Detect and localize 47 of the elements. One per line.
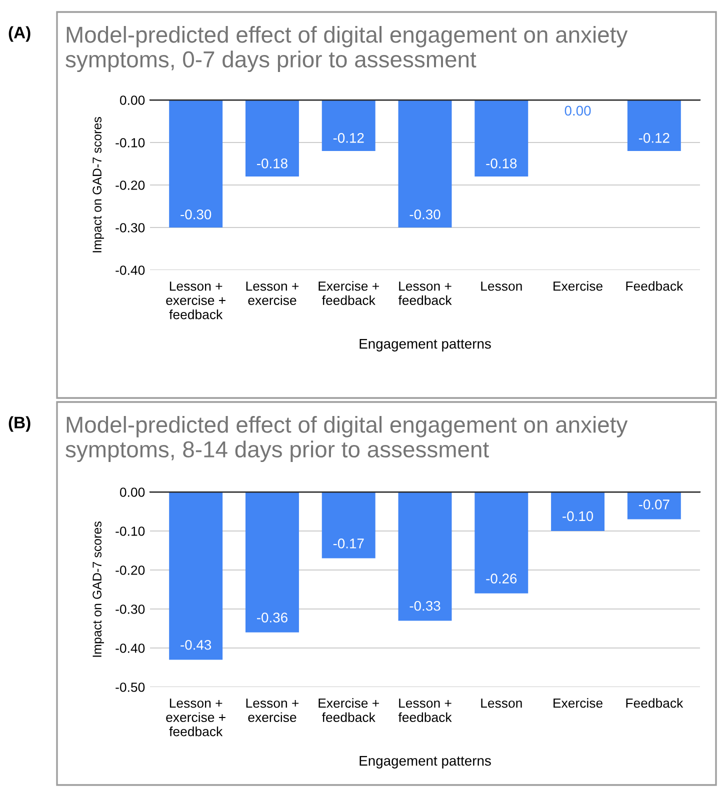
y-tick-label: -0.10 [116, 526, 145, 536]
y-axis-title: Impact on GAD-7 scores [92, 522, 104, 657]
x-tick-label: Lesson + exercise + feedback [166, 282, 226, 320]
data-label: -0.10 [562, 511, 594, 522]
y-tick-label: -0.50 [116, 682, 145, 692]
x-tick-label: Lesson + feedback [398, 698, 452, 722]
x-tick-label: Exercise [554, 281, 602, 291]
x-tick-label: Lesson + exercise [246, 282, 299, 306]
data-label: -0.33 [410, 600, 440, 611]
x-axis-title: Engagement patterns [360, 756, 491, 768]
x-tick-label: Exercise [554, 698, 602, 708]
x-tick-label: Feedback [626, 698, 684, 708]
x-tick-label: Exercise + feedback [318, 281, 379, 306]
data-label: -0.30 [180, 209, 212, 220]
text: (B) [8, 416, 30, 432]
y-tick-label: -0.40 [116, 644, 145, 653]
x-tick-label: Lesson + exercise + feedback [166, 698, 226, 736]
y-tick-label: 0.00 [120, 488, 145, 497]
data-label: -0.07 [638, 500, 670, 510]
data-label: -0.18 [257, 158, 288, 168]
x-tick-label: Exercise + feedback [318, 698, 379, 722]
chart-title: Model-predicted effect of digital engagement on anxiety symptoms, 0-7 days prior to assessment [66, 26, 628, 72]
y-tick-label: -0.10 [116, 138, 145, 148]
data-label: -0.36 [257, 612, 288, 622]
chart-title: Model-predicted effect of digital engagement on anxiety symptoms, 8-14 days prior to assessment [66, 416, 628, 462]
data-label: -0.12 [333, 132, 364, 143]
data-label: -0.12 [638, 132, 670, 143]
x-tick-label: Feedback [626, 281, 684, 291]
y-tick-label: -0.30 [116, 604, 145, 614]
data-label: 0.00 [564, 106, 591, 116]
y-tick-label: -0.20 [116, 566, 145, 575]
x-axis-title: Engagement patterns [360, 339, 491, 352]
y-tick-label: -0.30 [116, 223, 145, 232]
data-label: -0.17 [333, 538, 364, 548]
x-tick-label: Lesson [481, 282, 522, 291]
data-label: -0.30 [410, 209, 440, 220]
y-tick-label: -0.20 [116, 180, 145, 190]
x-tick-label: Lesson + feedback [398, 282, 452, 306]
y-tick-label: -0.40 [116, 266, 145, 275]
data-label: -0.26 [486, 574, 517, 584]
data-label: -0.43 [180, 640, 212, 650]
data-label: -0.18 [486, 158, 517, 168]
x-tick-label: Lesson + exercise [246, 698, 299, 722]
y-axis-title: Impact on GAD-7 scores [92, 117, 104, 252]
x-tick-label: Lesson [481, 698, 522, 708]
text: (A) [8, 26, 30, 42]
y-tick-label: 0.00 [120, 96, 145, 105]
